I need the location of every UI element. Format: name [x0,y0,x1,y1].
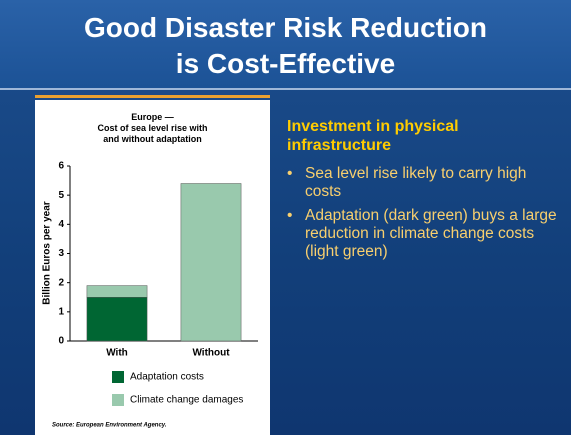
y-tick-label: 4 [58,219,64,230]
legend-label: Climate change damages [130,395,243,406]
y-tick-label: 1 [58,306,64,317]
y-tick-label: 5 [58,190,64,201]
slide-title: Good Disaster Risk Reduction is Cost-Eff… [84,12,487,79]
y-tick-label: 6 [58,161,64,172]
y-axis-label: Billion Euros per year [42,201,53,304]
title-band [0,0,571,90]
bullet: Sea level rise likely to carry high cost… [287,165,562,201]
accent-rule [35,95,270,98]
legend-swatch [112,394,124,406]
source: Source: European Environment Agency. [52,423,167,429]
bar-segment [180,183,242,342]
y-tick-label: 0 [58,336,64,347]
legend-swatch [112,371,124,383]
chart-title: Europe — Cost of sea level rise with and… [97,112,208,144]
bar-segment [86,285,148,298]
bullet: Adaptation (dark green) buys a large red… [287,207,562,261]
y-tick-label: 2 [58,277,64,288]
heading: Investment in physical infrastructure [287,118,459,154]
x-tick-label: With [106,348,128,359]
legend-label: Adaptation costs [130,372,204,383]
bullet-list: Sea level rise likely to carry high cost… [287,165,562,267]
bar-segment [86,297,148,342]
y-tick-label: 3 [58,248,64,259]
x-tick-label: Without [192,348,230,359]
